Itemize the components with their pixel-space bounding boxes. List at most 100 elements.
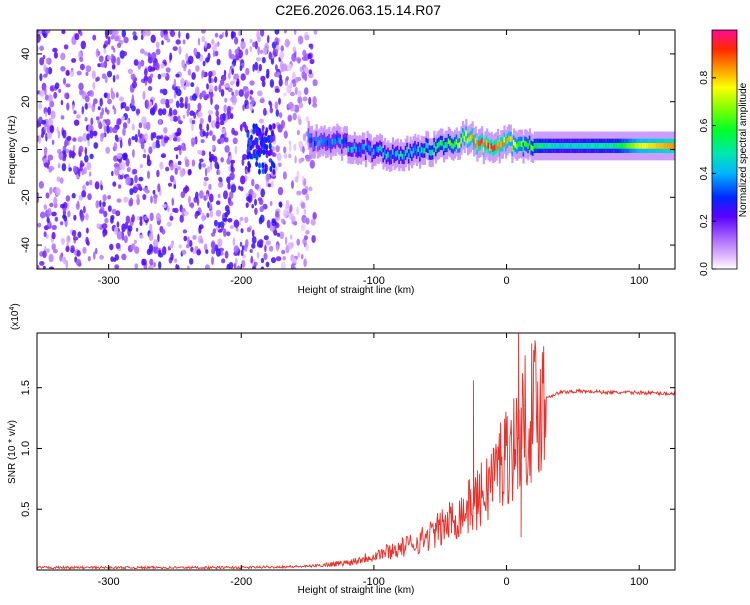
ridge-core	[458, 142, 461, 148]
noise-mark	[85, 213, 89, 221]
noise-mark	[54, 216, 59, 222]
noise-mark	[220, 137, 225, 144]
noise-mark	[149, 101, 153, 108]
noise-mark	[103, 44, 107, 49]
noise-mark	[165, 103, 170, 108]
ridge-core	[662, 143, 665, 149]
noise-mark	[234, 89, 239, 97]
noise-mark	[232, 237, 236, 246]
noise-mark	[249, 249, 253, 253]
noise-mark	[83, 167, 87, 175]
noise-mark	[172, 208, 176, 213]
noise-mark	[175, 132, 181, 137]
noise-mark	[249, 103, 253, 112]
noise-mark	[258, 63, 262, 72]
burst-mark	[250, 134, 253, 141]
noise-mark	[226, 176, 231, 184]
noise-mark	[249, 89, 254, 95]
noise-mark	[107, 195, 111, 200]
noise-mark	[159, 161, 164, 170]
ridge-core	[364, 149, 368, 156]
noise-mark	[105, 31, 109, 40]
noise-mark	[270, 180, 274, 188]
ridge-core	[349, 146, 352, 152]
ridge-core	[551, 143, 554, 149]
snr-panel: -300 -200 -100 0 100 0.5 1.0 1.5 Height of stra…	[7, 303, 676, 596]
ridge-core	[578, 143, 581, 149]
noise-mark	[177, 264, 180, 269]
noise-mark	[87, 125, 92, 132]
ridge-core	[444, 142, 447, 148]
noise-mark	[150, 34, 156, 43]
ridge-core	[613, 143, 616, 149]
noise-mark	[279, 202, 283, 208]
ridge-core	[310, 137, 313, 144]
noise-mark	[132, 81, 137, 89]
noise-mark	[294, 86, 298, 95]
snr-ylabel: SNR (10 * v/v)	[7, 420, 18, 484]
noise-mark	[208, 156, 214, 162]
noise-mark	[161, 229, 166, 235]
noise-mark	[250, 97, 255, 106]
noise-mark	[124, 106, 130, 112]
burst-mark	[258, 151, 261, 158]
noise-mark	[267, 183, 272, 188]
noise-mark	[240, 73, 246, 81]
noise-mark	[293, 30, 297, 35]
noise-mark	[312, 212, 317, 220]
noise-mark	[233, 262, 237, 269]
noise-mark	[197, 37, 201, 46]
noise-mark	[89, 90, 93, 95]
noise-mark	[276, 152, 282, 162]
noise-mark	[169, 175, 175, 183]
ridge-core	[633, 143, 637, 149]
noise-mark	[230, 159, 235, 164]
noise-mark	[308, 186, 313, 192]
ridge-core	[412, 147, 415, 154]
snr-ticks: -300 -200 -100 0 100 0.5 1.0 1.5	[20, 333, 675, 588]
noise-mark	[256, 251, 260, 259]
ridge-core	[540, 143, 543, 149]
noise-mark	[246, 104, 250, 110]
ridge-core	[404, 150, 407, 156]
noise-mark	[136, 216, 140, 221]
noise-mark	[201, 212, 205, 220]
noise-mark	[279, 74, 283, 81]
noise-mark	[41, 119, 47, 125]
colorbar-tick-label: 0.8	[699, 70, 710, 84]
noise-mark	[290, 264, 296, 269]
noise-mark	[43, 146, 48, 155]
ridge-core	[571, 143, 574, 149]
noise-mark	[72, 144, 76, 152]
noise-mark	[219, 120, 225, 126]
noise-mark	[242, 104, 245, 111]
ridge-core	[384, 149, 387, 156]
x-tick-label: -100	[363, 275, 385, 287]
ridge-core	[568, 143, 571, 149]
ridge-core	[466, 137, 469, 144]
noise-mark	[261, 80, 266, 88]
ridge-core	[582, 143, 586, 149]
noise-mark	[132, 149, 135, 158]
noise-mark	[221, 258, 226, 264]
noise-mark	[76, 70, 82, 76]
ridge-core	[379, 144, 382, 151]
noise-mark	[176, 136, 181, 143]
ridge-core	[643, 143, 646, 149]
noise-mark	[61, 30, 66, 35]
ridge-core	[527, 143, 530, 149]
noise-mark	[189, 202, 195, 208]
noise-mark	[242, 121, 247, 128]
noise-mark	[274, 88, 280, 93]
ridge-core	[597, 143, 600, 149]
noise-mark	[235, 258, 238, 265]
noise-mark	[123, 235, 128, 244]
ridge-core	[508, 135, 511, 142]
noise-mark	[187, 265, 190, 269]
noise-mark	[170, 162, 174, 171]
noise-mark	[134, 246, 140, 254]
ridge-core	[419, 151, 422, 158]
noise-mark	[144, 132, 148, 142]
noise-mark	[153, 239, 159, 248]
noise-mark	[153, 197, 158, 205]
